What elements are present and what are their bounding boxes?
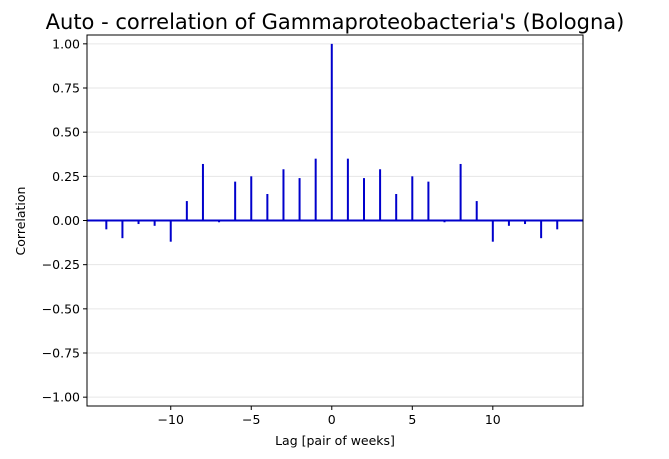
y-tick-label: 0.50 — [52, 125, 80, 140]
y-axis-ticks: 1.00 0.75 0.50 0.25 0.00 −0.25 −0.50 −0.75 −1.00 — [42, 36, 87, 405]
x-tick-label: 5 — [408, 412, 416, 427]
x-axis-label: Lag [pair of weeks] — [275, 433, 395, 448]
y-tick-label: 1.00 — [52, 36, 80, 51]
y-tick-label: −1.00 — [42, 390, 80, 405]
y-tick-label: −0.25 — [42, 257, 80, 272]
y-tick-label: 0.00 — [52, 213, 80, 228]
x-tick-label: 10 — [485, 412, 501, 427]
x-tick-label: 0 — [328, 412, 336, 427]
y-tick-label: 0.75 — [52, 81, 80, 96]
y-tick-label: −0.50 — [42, 301, 80, 316]
x-axis-ticks: −10 −5 0 5 10 — [158, 406, 501, 427]
x-tick-label: −5 — [242, 412, 260, 427]
chart-title: Auto - correlation of Gammaproteobacteri… — [46, 10, 625, 34]
stem-series — [105, 43, 559, 242]
y-tick-label: 0.25 — [52, 169, 80, 184]
x-tick-label: −10 — [158, 412, 184, 427]
y-tick-label: −0.75 — [42, 346, 80, 361]
y-axis-label: Correlation — [13, 187, 28, 256]
